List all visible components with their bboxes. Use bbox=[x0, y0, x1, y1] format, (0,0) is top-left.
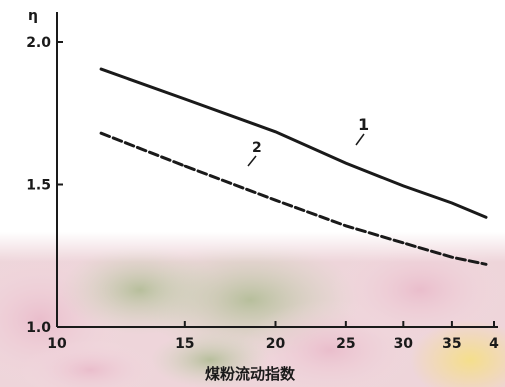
series-line-1 bbox=[99, 67, 488, 219]
data-point bbox=[274, 130, 277, 133]
series-label-2: 2 bbox=[252, 140, 262, 156]
data-point bbox=[344, 224, 348, 228]
data-point bbox=[344, 161, 348, 165]
data-point bbox=[99, 67, 103, 71]
x-tick-label: 15 bbox=[175, 336, 194, 352]
x-axis-ticks: 10 15 20 25 30 35 4 bbox=[47, 321, 499, 352]
y-axis-ticks: 1.0 1.5 2.0 bbox=[26, 35, 63, 336]
data-point bbox=[450, 201, 454, 205]
x-tick-label: 4 bbox=[489, 336, 499, 352]
series-lines bbox=[99, 67, 488, 266]
data-point bbox=[99, 132, 103, 135]
x-tick-label: 35 bbox=[442, 336, 461, 352]
x-tick-label: 30 bbox=[394, 336, 414, 352]
data-point bbox=[484, 216, 488, 219]
data-point bbox=[450, 255, 454, 259]
series-label-1: 1 bbox=[358, 115, 369, 134]
series-line-2 bbox=[99, 131, 488, 266]
x-axis-label: 煤粉流动指数 bbox=[205, 365, 296, 383]
x-tick-label: 25 bbox=[336, 336, 355, 352]
data-point bbox=[402, 241, 405, 245]
series-labels: 12 bbox=[247, 115, 369, 167]
y-tick-label: 1.5 bbox=[26, 178, 51, 194]
axes bbox=[56, 12, 498, 328]
data-point bbox=[183, 164, 187, 168]
y-tick-label: 2.0 bbox=[26, 35, 51, 51]
y-tick-label: 1.0 bbox=[26, 320, 51, 336]
series-label-1-leader bbox=[355, 133, 365, 146]
y-axis-label: η bbox=[28, 8, 38, 24]
x-tick-label: 20 bbox=[266, 336, 286, 352]
data-point bbox=[183, 97, 187, 101]
data-point bbox=[484, 263, 488, 266]
series-label-2-leader bbox=[247, 155, 257, 167]
x-tick-label: 10 bbox=[47, 336, 67, 352]
data-point bbox=[402, 184, 405, 188]
data-point bbox=[274, 198, 277, 202]
